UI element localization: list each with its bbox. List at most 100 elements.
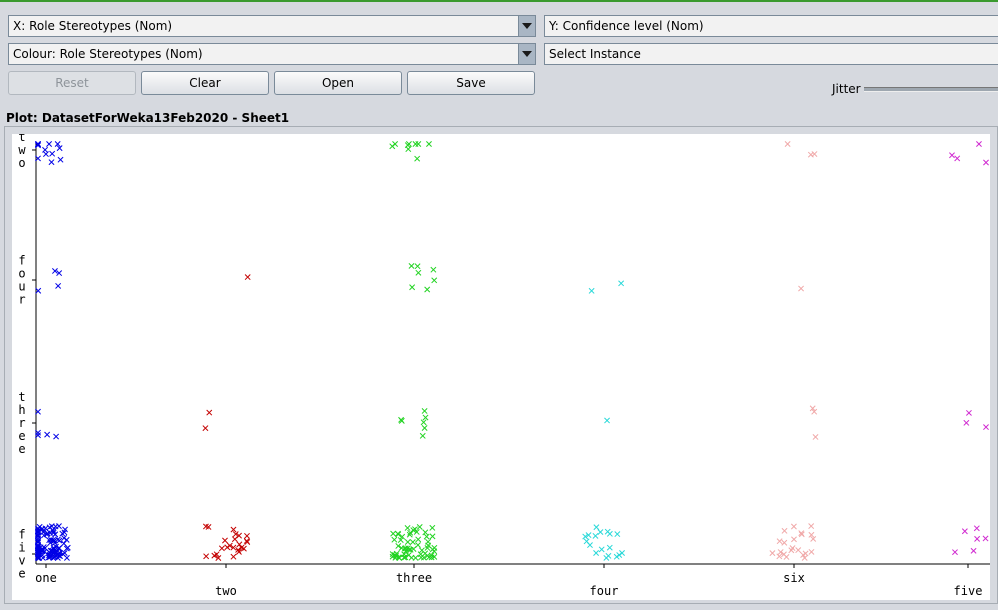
data-point bbox=[592, 532, 599, 539]
data-point bbox=[244, 274, 251, 281]
data-point bbox=[976, 141, 982, 147]
data-point bbox=[54, 141, 61, 147]
data-point bbox=[230, 544, 237, 551]
data-point bbox=[35, 553, 41, 560]
data-point bbox=[412, 526, 418, 533]
data-point bbox=[429, 533, 436, 540]
data-point bbox=[415, 269, 422, 276]
data-point bbox=[244, 539, 251, 545]
data-point bbox=[395, 531, 402, 538]
data-point bbox=[423, 533, 430, 540]
data-point bbox=[35, 533, 41, 540]
data-point bbox=[616, 552, 623, 558]
data-point bbox=[963, 419, 970, 426]
data-point bbox=[45, 554, 52, 561]
data-point bbox=[39, 548, 46, 555]
data-point bbox=[408, 262, 415, 269]
data-point bbox=[57, 156, 64, 163]
data-point bbox=[35, 432, 41, 439]
select-instance[interactable]: Select Instance bbox=[544, 43, 998, 65]
x-tick-label: six bbox=[783, 571, 805, 585]
colour-select[interactable]: Colour: Role Stereotypes (Nom) bbox=[8, 43, 536, 65]
data-point bbox=[801, 554, 808, 561]
open-button[interactable]: Open bbox=[274, 71, 402, 95]
data-point bbox=[983, 159, 989, 166]
data-point bbox=[808, 531, 815, 538]
data-point bbox=[406, 546, 413, 553]
data-point bbox=[430, 266, 437, 273]
data-point bbox=[431, 553, 438, 560]
reset-button[interactable]: Reset bbox=[8, 71, 136, 95]
data-point bbox=[55, 545, 62, 552]
data-point bbox=[790, 523, 797, 530]
data-point bbox=[64, 544, 71, 551]
data-point bbox=[35, 408, 41, 415]
y-axis-select[interactable]: Y: Confidence level (Nom) bbox=[544, 15, 998, 37]
data-point bbox=[777, 549, 784, 556]
data-point bbox=[50, 528, 57, 535]
x-axis-select-label: X: Role Stereotypes (Nom) bbox=[13, 19, 173, 33]
data-point bbox=[613, 553, 620, 560]
data-point bbox=[402, 554, 409, 561]
data-point bbox=[415, 141, 422, 147]
data-point bbox=[392, 141, 399, 147]
data-point bbox=[973, 525, 980, 532]
data-point bbox=[606, 544, 613, 551]
data-point bbox=[811, 151, 818, 158]
data-point bbox=[232, 531, 239, 538]
x-tick-label: two bbox=[215, 584, 237, 598]
data-point bbox=[48, 159, 55, 166]
data-point bbox=[35, 528, 41, 535]
data-point bbox=[422, 550, 429, 557]
data-point bbox=[420, 419, 427, 426]
jitter-slider[interactable] bbox=[864, 87, 998, 92]
window-top-accent bbox=[0, 0, 998, 2]
data-point bbox=[390, 530, 397, 537]
data-point bbox=[422, 414, 429, 421]
data-point bbox=[61, 535, 68, 541]
chevron-down-icon[interactable] bbox=[518, 44, 535, 64]
data-point bbox=[402, 545, 409, 552]
data-point bbox=[421, 425, 428, 431]
data-point bbox=[54, 554, 61, 561]
data-point bbox=[62, 526, 69, 533]
x-tick-label: five bbox=[954, 584, 983, 598]
save-button[interactable]: Save bbox=[407, 71, 535, 95]
data-point bbox=[395, 542, 402, 549]
data-point bbox=[413, 529, 420, 535]
data-point bbox=[426, 141, 432, 147]
data-point bbox=[35, 155, 41, 162]
data-point bbox=[949, 152, 955, 159]
data-point bbox=[43, 531, 50, 538]
x-axis-select[interactable]: X: Role Stereotypes (Nom) bbox=[8, 15, 536, 37]
scatter-plot[interactable]: one two three four six five f i v e t h r e e f o u r t w o bbox=[12, 134, 990, 600]
data-point bbox=[982, 535, 989, 542]
data-point bbox=[44, 431, 51, 438]
chevron-down-icon[interactable] bbox=[518, 16, 535, 36]
data-point bbox=[202, 425, 209, 432]
data-point bbox=[952, 549, 958, 556]
data-point bbox=[810, 535, 817, 542]
data-point bbox=[588, 287, 595, 294]
data-point bbox=[56, 145, 63, 152]
data-point bbox=[808, 548, 815, 555]
data-point bbox=[396, 555, 403, 561]
data-point bbox=[414, 155, 421, 162]
data-point bbox=[776, 538, 783, 545]
data-point bbox=[603, 554, 610, 561]
data-point bbox=[425, 542, 432, 549]
data-point bbox=[35, 545, 41, 552]
data-point bbox=[784, 141, 791, 147]
data-point bbox=[51, 268, 58, 274]
data-point bbox=[983, 424, 989, 431]
data-point bbox=[35, 525, 41, 532]
data-point bbox=[404, 524, 411, 531]
data-point bbox=[226, 542, 233, 549]
clear-button[interactable]: Clear bbox=[141, 71, 269, 95]
data-point bbox=[789, 545, 796, 552]
data-point bbox=[231, 536, 238, 543]
data-point bbox=[222, 537, 228, 544]
